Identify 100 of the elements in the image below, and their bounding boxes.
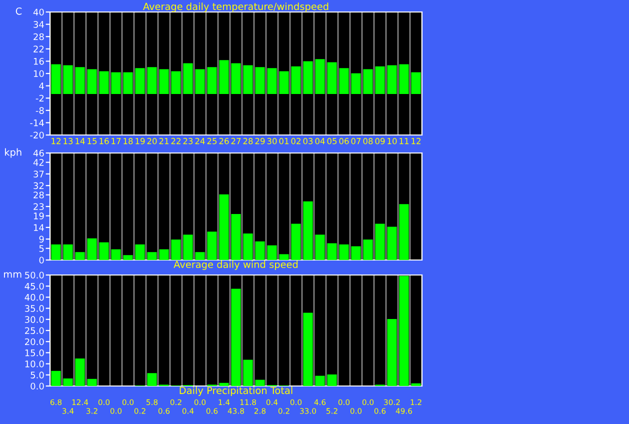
- bar: [75, 252, 85, 260]
- x-tick-label: 13: [64, 138, 73, 144]
- bar: [171, 240, 181, 260]
- y-tick-label: 22: [34, 46, 44, 52]
- y-tick-label: 50.0: [25, 272, 44, 279]
- bar: [195, 252, 205, 260]
- y-axis-title: mm: [4, 272, 22, 278]
- bar: [303, 61, 313, 94]
- bar: [111, 249, 121, 260]
- bar: [63, 244, 73, 260]
- bar: [303, 201, 313, 260]
- bar: [267, 68, 277, 94]
- bar: [315, 376, 325, 386]
- x-tick-label: 14: [76, 138, 85, 144]
- y-tick-label: 5.0: [30, 372, 44, 378]
- bar: [159, 249, 169, 260]
- bar: [111, 72, 121, 94]
- bar: [339, 244, 349, 260]
- bar: [75, 67, 85, 94]
- bar: [75, 358, 85, 386]
- y-tick-label: 46: [33, 150, 44, 157]
- bar: [231, 63, 241, 94]
- y-tick-label: 10: [34, 70, 44, 78]
- bar: [255, 380, 265, 386]
- x-tick-label: 16: [100, 138, 109, 144]
- bar: [327, 62, 337, 94]
- y-tick-label: 25.0: [25, 327, 44, 334]
- x-tick-label: 07: [351, 138, 361, 144]
- y-tick-label: 16: [34, 58, 44, 65]
- bar: [147, 252, 157, 260]
- bar: [159, 69, 169, 94]
- x-tick-label: 12: [52, 138, 60, 144]
- x-tick-label: 19: [136, 138, 145, 144]
- x-tick-label: 02: [291, 138, 300, 144]
- bar: [315, 59, 325, 94]
- bar: [411, 72, 421, 94]
- bar: [51, 370, 61, 386]
- x-tick-label: 09: [375, 138, 385, 144]
- x-tick-label: 30: [267, 138, 277, 144]
- x-tick-label: 06: [339, 138, 349, 144]
- bar: [339, 68, 349, 94]
- x-tick-label: 03: [303, 138, 313, 144]
- y-tick-label: 40.0: [24, 294, 44, 301]
- bar: [99, 242, 109, 260]
- bar: [51, 244, 61, 260]
- x-tick-label: 12: [412, 138, 420, 144]
- y-tick-label: 19: [34, 212, 44, 220]
- bar: [207, 232, 217, 260]
- y-tick-label: 15.0: [25, 349, 44, 356]
- y-tick-label: 32: [34, 182, 44, 190]
- x-tick-label: 05: [327, 138, 337, 144]
- bar: [291, 66, 301, 94]
- bar: [387, 318, 397, 386]
- bar: [63, 378, 73, 386]
- bar: [387, 226, 397, 260]
- bar: [219, 60, 229, 94]
- x-tick-label: 25: [207, 138, 217, 144]
- bar: [267, 245, 277, 260]
- x-tick-label: 26: [219, 138, 229, 144]
- x-tick-label: 24: [195, 138, 205, 144]
- y-tick-label: -8: [36, 107, 44, 114]
- bar: [291, 224, 301, 260]
- bar: [171, 71, 181, 94]
- x-axis-title: Daily Precipitation Total: [180, 386, 292, 396]
- bar: [387, 65, 397, 94]
- bar: [279, 254, 289, 260]
- bar: [375, 224, 385, 260]
- y-tick-label: -14: [30, 120, 44, 126]
- y-tick-label: 42: [33, 159, 44, 166]
- bar: [135, 68, 145, 94]
- y-tick-label: -20: [30, 132, 44, 139]
- bar: [303, 312, 313, 386]
- y-tick-label: 40: [33, 8, 44, 16]
- y-axis-title: kph: [5, 148, 22, 158]
- bar: [219, 382, 229, 386]
- bar: [375, 66, 385, 94]
- bar: [255, 67, 265, 94]
- bar: [399, 64, 409, 94]
- bar: [363, 240, 373, 260]
- bar: [123, 255, 133, 260]
- y-tick-label: 9: [39, 236, 44, 243]
- y-tick-label: 45.0: [24, 282, 44, 290]
- chart-title: Average daily temperature/windspeed: [143, 2, 328, 12]
- bar: [351, 73, 361, 94]
- x-tick-label: 15: [88, 138, 97, 144]
- x-tick-label: 29: [255, 138, 265, 144]
- bar: [135, 244, 145, 260]
- bar: [207, 67, 217, 94]
- bar: [279, 71, 289, 94]
- y-tick-label: 34: [34, 21, 44, 28]
- bar: [243, 65, 253, 94]
- y-tick-label: 30.0: [25, 316, 44, 323]
- bar: [243, 360, 253, 386]
- bar: [231, 214, 241, 260]
- bar: [123, 72, 133, 94]
- y-tick-label: 28: [34, 192, 44, 198]
- y-tick-label: 5: [39, 245, 44, 252]
- y-tick-label: 35.0: [25, 305, 44, 312]
- y-tick-label: 23: [34, 203, 44, 210]
- y-tick-label: 37: [34, 170, 44, 178]
